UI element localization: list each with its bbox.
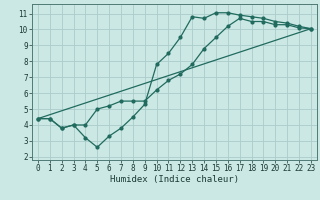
X-axis label: Humidex (Indice chaleur): Humidex (Indice chaleur) xyxy=(110,175,239,184)
